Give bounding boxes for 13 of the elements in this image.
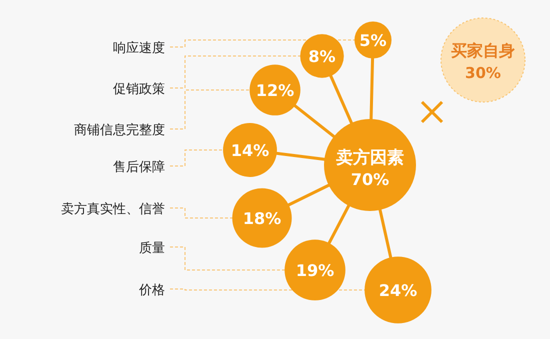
data-label: 5%	[359, 31, 387, 50]
text: 30%	[465, 64, 501, 82]
data-label: 24%	[378, 281, 418, 300]
category-label: 商铺信息完整度	[74, 122, 165, 138]
category-label: 响应速度	[113, 40, 165, 56]
category-label: 售后保障	[113, 160, 165, 175]
category-label: 促销政策	[113, 82, 165, 97]
category-label: 质量	[139, 241, 165, 256]
text: 买家自身	[451, 41, 515, 60]
data-label: 18%	[242, 209, 282, 228]
category-label: 价格	[138, 283, 165, 298]
category-label: 卖方真实性、信誉	[61, 201, 165, 217]
data-label: 19%	[296, 261, 334, 280]
